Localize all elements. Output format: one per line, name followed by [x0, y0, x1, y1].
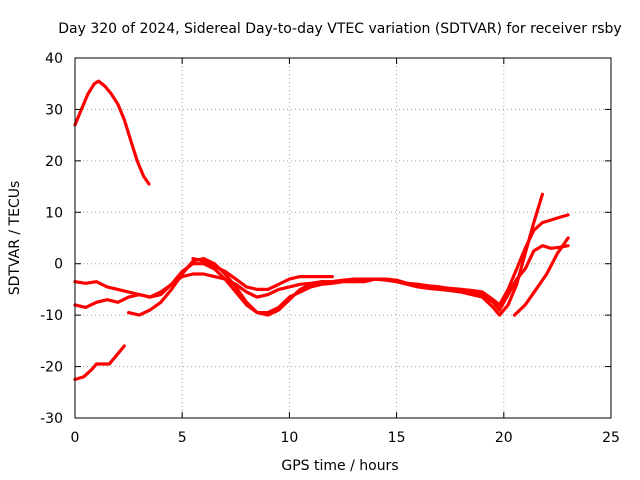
y-tick-label: 40 — [45, 51, 63, 67]
y-tick-label: 30 — [45, 102, 63, 118]
grid — [75, 58, 611, 418]
x-tick-label: 5 — [178, 430, 187, 446]
series-line-s7 — [497, 213, 570, 307]
x-tick-label: 20 — [495, 430, 513, 446]
y-tick-label: -10 — [40, 308, 63, 324]
series-line-s9 — [512, 236, 570, 317]
ticks: 0 5 10 15 20 25 -30 -20 -10 0 10 20 30 40 — [40, 51, 620, 446]
y-tick-label: -30 — [40, 411, 63, 427]
y-tick-label: -20 — [40, 360, 63, 376]
x-tick-label: 10 — [280, 430, 298, 446]
series-line-s4 — [73, 262, 502, 315]
plot-frame — [74, 57, 612, 419]
y-tick-label: 0 — [54, 257, 63, 273]
series-line-s8 — [497, 244, 570, 312]
x-axis-label: GPS time / hours — [281, 458, 398, 474]
chart-title: Day 320 of 2024, Sidereal Day-to-day VTE… — [58, 21, 621, 37]
series-layer — [73, 79, 570, 381]
series-line-s2 — [73, 344, 126, 381]
x-tick-label: 25 — [602, 430, 620, 446]
x-tick-label: 15 — [388, 430, 406, 446]
series-line-s6 — [191, 257, 334, 291]
y-tick-label: 10 — [45, 205, 63, 221]
y-axis-label: SDTVAR / TECUs — [7, 181, 23, 296]
y-tick-label: 20 — [45, 154, 63, 170]
x-tick-label: 0 — [71, 430, 80, 446]
series-line-s1 — [73, 79, 151, 186]
